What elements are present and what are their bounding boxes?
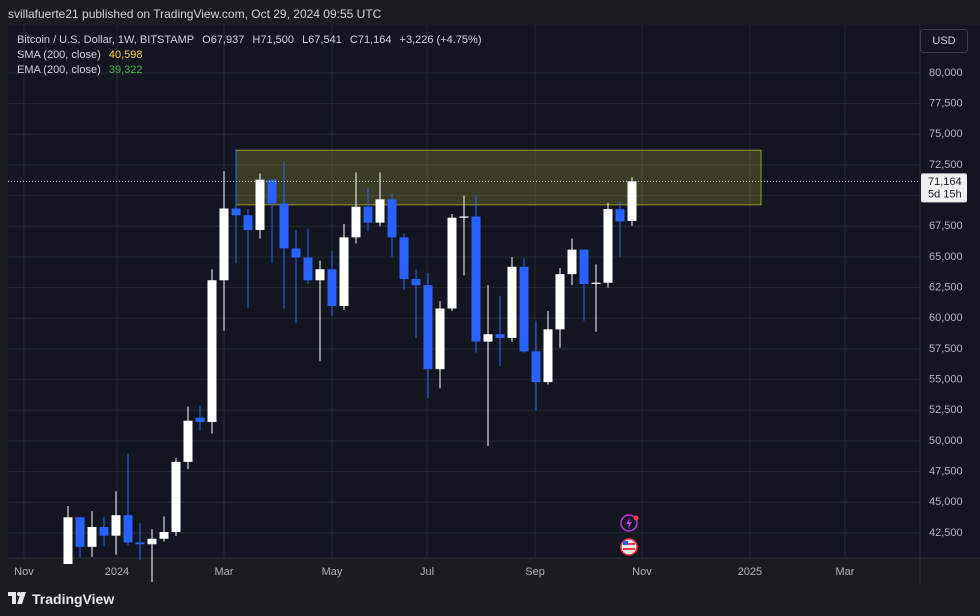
candle-body bbox=[315, 269, 325, 281]
change: +3,226 (+4.75%) bbox=[399, 34, 482, 46]
publish-info: svillafuerte21 published on TradingView.… bbox=[8, 7, 382, 21]
candle-body bbox=[183, 420, 193, 462]
candle-body bbox=[147, 538, 157, 545]
candle-body bbox=[567, 249, 577, 275]
candle-body bbox=[603, 209, 613, 283]
candle-body bbox=[111, 515, 121, 536]
resistance-zone bbox=[235, 149, 762, 206]
candle-body bbox=[387, 199, 397, 238]
y-tick-label: 52,500 bbox=[929, 404, 963, 416]
y-tick-label: 47,500 bbox=[929, 466, 963, 478]
x-tick-label: Sep bbox=[525, 566, 545, 578]
candle-body bbox=[447, 217, 457, 309]
candle-body bbox=[279, 203, 289, 249]
y-tick-label: 77,500 bbox=[929, 98, 963, 110]
candle-body bbox=[195, 417, 205, 422]
indicator-value: 40,598 bbox=[108, 49, 143, 61]
candle-body bbox=[351, 206, 361, 238]
y-tick-label: 42,500 bbox=[929, 527, 963, 539]
ohlc: L67,541 bbox=[302, 34, 342, 46]
candle-body bbox=[327, 269, 337, 307]
currency-button[interactable]: USD bbox=[920, 29, 968, 53]
candle-body bbox=[459, 216, 469, 218]
x-tick-label: May bbox=[322, 566, 343, 578]
y-tick-label: 67,500 bbox=[929, 220, 963, 232]
y-tick-label: 55,000 bbox=[929, 374, 963, 386]
candle-body bbox=[171, 461, 181, 532]
x-tick-label: Jul bbox=[420, 566, 434, 578]
price-axis bbox=[920, 25, 980, 558]
logo-icon bbox=[8, 592, 26, 604]
candle-body bbox=[63, 517, 73, 564]
y-tick-label: 65,000 bbox=[929, 251, 963, 263]
ohlc: O67,937 bbox=[202, 34, 245, 46]
last-price-badge bbox=[921, 173, 967, 203]
candle-body bbox=[219, 208, 229, 281]
candle-body bbox=[531, 351, 541, 383]
candle-body bbox=[267, 179, 277, 204]
candle-body bbox=[123, 515, 133, 543]
candle-body bbox=[435, 308, 445, 370]
candle-body bbox=[579, 249, 589, 284]
indicator-value: 39,322 bbox=[108, 64, 143, 76]
plot-area bbox=[8, 25, 920, 558]
candle-body bbox=[591, 282, 601, 284]
footer-logo: TradingView bbox=[8, 591, 114, 607]
candle-body bbox=[207, 280, 217, 422]
y-tick-label: 45,000 bbox=[929, 496, 963, 508]
y-tick-label: 62,500 bbox=[929, 282, 963, 294]
candle-body bbox=[471, 216, 481, 342]
symbol: Bitcoin / U.S. Dollar, 1W, BITSTAMP bbox=[17, 34, 195, 46]
candle-body bbox=[363, 206, 373, 223]
candle-body bbox=[555, 274, 565, 330]
y-tick-label: 72,500 bbox=[929, 159, 963, 171]
x-tick-label: Nov bbox=[632, 566, 652, 578]
candle-body bbox=[87, 526, 97, 547]
candle-body bbox=[75, 517, 85, 547]
candle-body bbox=[627, 181, 637, 221]
candle-body bbox=[615, 209, 625, 222]
x-tick-label: Mar bbox=[836, 566, 855, 578]
last-price-label: 71,164 bbox=[928, 176, 962, 188]
candle-body bbox=[243, 215, 253, 230]
y-tick-label: 57,500 bbox=[929, 343, 963, 355]
candle-body bbox=[135, 542, 145, 545]
y-tick-label: 75,000 bbox=[929, 128, 963, 140]
candle-body bbox=[411, 279, 421, 286]
y-tick-label: 60,000 bbox=[929, 312, 963, 324]
ohlc: C71,164 bbox=[349, 34, 392, 46]
candle-body bbox=[303, 257, 313, 281]
candle-body bbox=[483, 334, 493, 342]
candle-body bbox=[543, 329, 553, 383]
candle-body bbox=[99, 526, 109, 536]
legend-row[interactable]: SMA (200, close) 40,598 bbox=[17, 49, 147, 61]
y-tick-label: 80,000 bbox=[929, 67, 963, 79]
brand: TradingView bbox=[32, 591, 115, 607]
x-tick-label: 2024 bbox=[105, 566, 129, 578]
candle-body bbox=[519, 266, 529, 352]
event-icon bbox=[620, 514, 639, 556]
bar-countdown: 5d 15h bbox=[928, 188, 962, 200]
candle-body bbox=[423, 285, 433, 370]
x-tick-label: Mar bbox=[215, 566, 234, 578]
candle-body bbox=[495, 334, 505, 338]
x-tick-label: 2025 bbox=[738, 566, 762, 578]
candle-body bbox=[339, 237, 349, 307]
legend-row: Bitcoin / U.S. Dollar, 1W, BITSTAMP O67,… bbox=[17, 34, 487, 46]
y-tick-label: 50,000 bbox=[929, 435, 963, 447]
candle-body bbox=[375, 199, 385, 223]
ohlc: H71,500 bbox=[252, 34, 294, 46]
candle-body bbox=[507, 266, 517, 338]
candle-body bbox=[291, 248, 301, 258]
candle-body bbox=[255, 179, 265, 230]
candle-body bbox=[159, 531, 169, 539]
candle-body bbox=[231, 208, 241, 216]
indicator-name: EMA (200, close) bbox=[17, 64, 101, 76]
legend-row[interactable]: EMA (200, close) 39,322 bbox=[17, 64, 147, 76]
candle-body bbox=[399, 237, 409, 280]
indicator-name: SMA (200, close) bbox=[17, 49, 101, 61]
x-tick-label: Nov bbox=[14, 566, 34, 578]
